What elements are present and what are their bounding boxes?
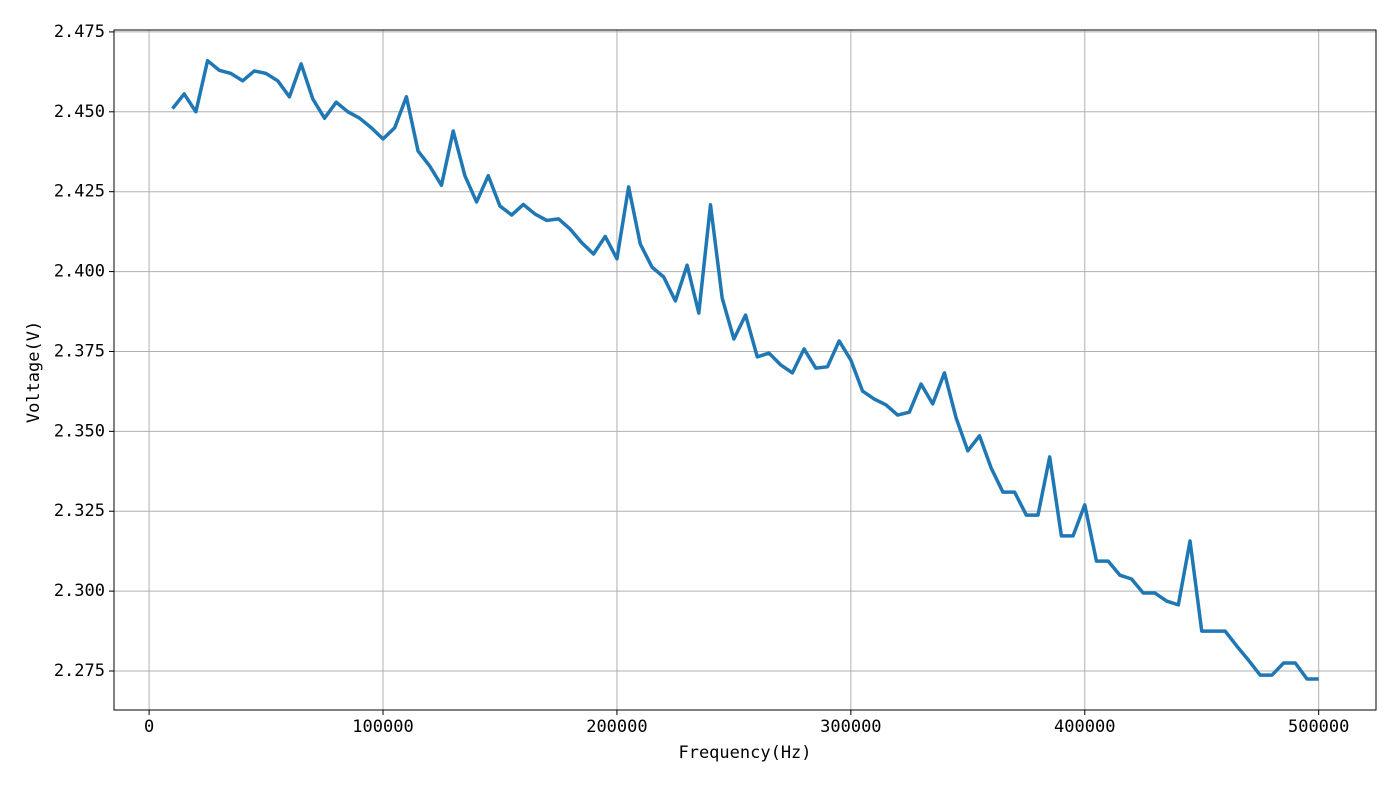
plot-frame [113,29,1377,711]
y-tick-label: 2.375 [54,341,105,361]
x-tick-label: 0 [144,717,154,737]
x-tick-label: 200000 [586,717,647,737]
x-tick-label: 100000 [352,717,413,737]
x-tick-label: 300000 [820,717,881,737]
x-axis-label: Frequency(Hz) [678,743,811,763]
y-tick-label: 2.300 [54,581,105,601]
y-axis-label: Voltage(V) [24,321,44,423]
y-tick-label: 2.400 [54,262,105,282]
x-tick-label: 400000 [1054,717,1115,737]
y-tick-label: 2.275 [54,661,105,681]
y-tick-label: 2.350 [54,421,105,441]
y-tick-label: 2.325 [54,501,105,521]
data-line [171,58,1319,681]
y-tick-label: 2.475 [54,22,105,42]
x-tick-label: 500000 [1288,717,1349,737]
y-tick-label: 2.450 [54,102,105,122]
y-tick-label: 2.425 [54,182,105,202]
